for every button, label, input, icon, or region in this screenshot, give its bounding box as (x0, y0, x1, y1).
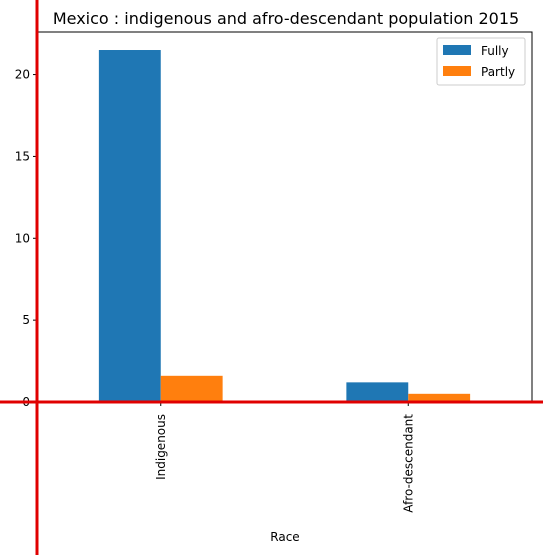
y-tick-label: 20 (15, 68, 30, 82)
legend-swatch-partly (443, 66, 471, 76)
y-tick-label: 15 (15, 149, 30, 163)
y-ticks: 05101520 (15, 68, 37, 409)
y-tick-label: 10 (15, 231, 30, 245)
bar-partly-afro-descendant (408, 393, 471, 402)
x-tick-label-afro-descendant: Afro-descendant (401, 414, 415, 513)
bar-partly-indigenous (160, 375, 223, 402)
legend-label-fully: Fully (481, 44, 509, 58)
chart-title: Mexico : indigenous and afro-descendant … (53, 9, 519, 28)
legend: Fully Partly (436, 37, 526, 86)
y-tick-label: 5 (22, 313, 30, 327)
x-ticks: Indigenous Afro-descendant (154, 402, 415, 513)
x-tick-label-indigenous: Indigenous (154, 414, 168, 480)
bar-fully-indigenous (98, 50, 161, 402)
bars-layer (98, 50, 471, 402)
bar-fully-afro-descendant (346, 382, 409, 402)
x-axis-label: Race (270, 530, 299, 544)
legend-label-partly: Partly (481, 65, 515, 79)
legend-swatch-fully (443, 45, 471, 55)
